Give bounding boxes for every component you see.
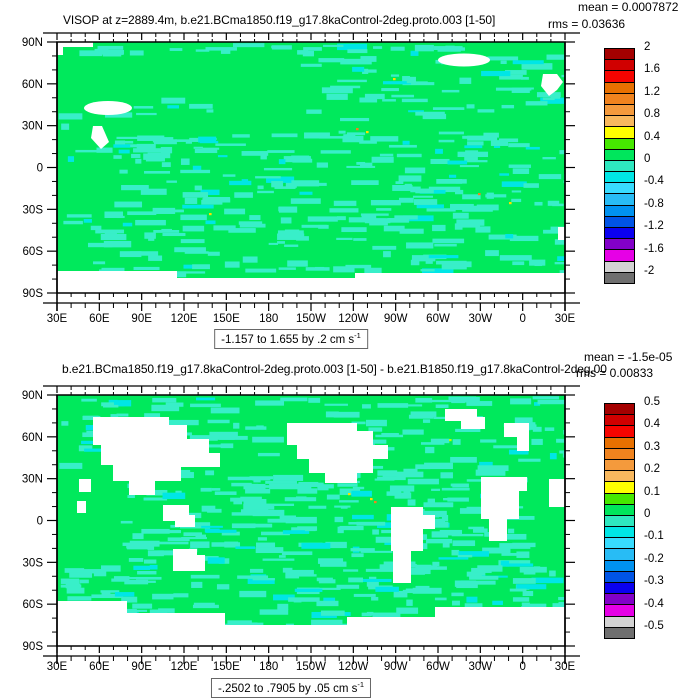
colorbar-tick-label: -0.8	[644, 197, 664, 210]
axis-tick-label: 180	[259, 661, 278, 673]
colorbar-tick-label: -0.5	[644, 620, 664, 632]
panel-title-bottom: b.e21.BCma1850.f19_g17.8kaControl-2deg.p…	[62, 362, 607, 376]
colorbar-tick-label: -0.3	[644, 575, 664, 588]
contour-range-label-top: -1.157 to 1.655 by .2 cm s	[221, 333, 355, 346]
colorbar-tick-label: -2	[644, 265, 655, 277]
axis-tick-label: 30S	[23, 557, 44, 569]
axis-tick-label: 60W	[426, 313, 450, 325]
axis-tick-label: 30E	[47, 313, 68, 325]
axis-tick-label: 90E	[131, 313, 152, 325]
axis-tick-label: 60N	[22, 432, 43, 444]
axis-tick-label: 150E	[213, 661, 240, 673]
colorbar-tick-label: -0.4	[644, 175, 664, 188]
colorbar-tick-label: 0.2	[644, 463, 660, 476]
mean-stat-bottom: mean = -1.5e-05	[584, 350, 673, 364]
colorbar-tick-label: -0.2	[644, 552, 664, 565]
contour-range-label-bottom: -.2502 to .7905 by .05 cm s	[217, 682, 358, 695]
axis-tick-label: 30N	[22, 474, 43, 486]
axis-tick-label: 60N	[22, 79, 43, 91]
axis-tick-label: 120E	[171, 313, 198, 325]
rms-stat-bottom: rms = 0.00833	[576, 366, 654, 380]
colorbar-tick-label: 0.1	[644, 485, 660, 498]
axis-tick-label: 90S	[23, 288, 44, 300]
axis-tick-label: 30E	[555, 313, 576, 325]
map-art-bottom	[57, 395, 565, 646]
axis-tick-label: 30E	[47, 661, 68, 673]
colorbar-tick-label: -1.6	[644, 242, 664, 255]
axis-tick-label: 30S	[23, 204, 44, 216]
axis-tick-label: 30W	[469, 313, 493, 325]
colorbar-box	[604, 271, 635, 284]
axis-tick-label: 90S	[23, 641, 44, 653]
axis-tick-label: 60W	[426, 661, 450, 673]
axis-tick-label: 30E	[555, 661, 576, 673]
colorbar-tick-label: 1.2	[644, 85, 660, 98]
axis-tick-label: 0	[519, 661, 525, 673]
axis-tick-label: 90N	[22, 390, 43, 402]
axis-tick-label: 90W	[384, 313, 408, 325]
rms-stat-top: rms = 0.03636	[548, 17, 626, 31]
colorbar-tick-label: -0.4	[644, 597, 664, 610]
axis-tick-label: 60E	[89, 313, 110, 325]
axis-tick-label: 60S	[23, 246, 44, 258]
contour-range-box-top: -1.157 to 1.655 by .2 cm s-1	[214, 329, 368, 349]
colorbar-tick-label: 0.4	[644, 130, 660, 143]
axis-tick-label: 60S	[23, 599, 44, 611]
colorbar-tick-label: 0.5	[644, 396, 660, 408]
axis-tick-label: 120W	[338, 313, 368, 325]
colorbar-tick-label: -1.2	[644, 220, 664, 233]
colorbar-box	[604, 626, 635, 639]
colorbar-tick-label: 2	[644, 41, 651, 53]
axis-tick-label: 0	[37, 516, 43, 528]
axis-tick-label: 120E	[171, 661, 198, 673]
axis-tick-label: 150W	[296, 313, 326, 325]
colorbar-tick-label: 0.4	[644, 418, 660, 431]
axis-tick-label: 90E	[131, 661, 152, 673]
axis-tick-label: 150W	[296, 661, 326, 673]
panel-title-top: VISOP at z=2889.4m, b.e21.BCma1850.f19_g…	[63, 13, 496, 27]
axis-tick-label: 60E	[89, 661, 110, 673]
colorbar-tick-label: 0	[644, 153, 651, 165]
colorbar-tick-label: 0.8	[644, 108, 660, 121]
map-art-top	[57, 42, 565, 293]
axis-tick-label: 30N	[22, 121, 43, 133]
colorbar-tick-label: 0	[644, 508, 651, 520]
axis-tick-label: 30W	[469, 661, 493, 673]
colorbar-tick-label: -0.1	[644, 530, 664, 543]
contour-range-exponent-bottom: -1	[357, 680, 365, 689]
axis-tick-label: 90N	[22, 37, 43, 49]
contour-range-box-bottom: -.2502 to .7905 by .05 cm s-1	[210, 678, 372, 698]
colorbar-tick-label: 1.6	[644, 63, 660, 76]
colorbar-top: 2 1.6 1.2 0.8 0.4 0 -0.4 -0.8 -1.2 -1.6 -2	[604, 41, 664, 284]
contour-range-exponent-top: -1	[354, 331, 361, 340]
axis-tick-label: 180	[259, 313, 278, 325]
colorbar-bottom: 0.5 0.4 0.3 0.2 0.1 0 -0.1 -0.2 -0.3 -0.4 -0.5	[604, 396, 664, 639]
axis-tick-label: 150E	[213, 313, 240, 325]
axis-tick-label: 90W	[384, 661, 408, 673]
axis-tick-label: 120W	[338, 661, 368, 673]
axis-tick-label: 0	[519, 313, 525, 325]
mean-stat-top: mean = 0.0007872	[578, 0, 679, 14]
axis-tick-label: 0	[37, 163, 43, 175]
colorbar-tick-label: 0.3	[644, 440, 660, 453]
